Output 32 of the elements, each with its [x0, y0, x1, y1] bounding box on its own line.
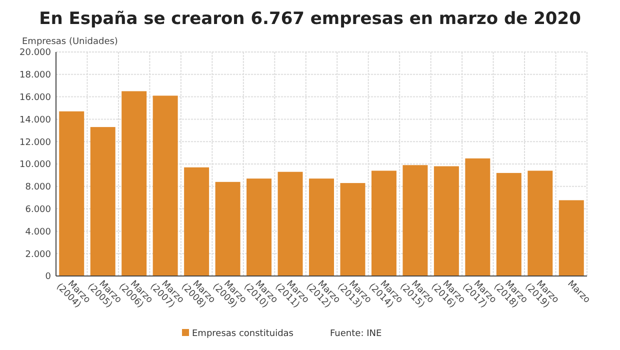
bar: [528, 170, 553, 276]
bar: [59, 111, 84, 276]
bar: [434, 166, 459, 276]
bar: [340, 183, 366, 276]
y-tick-label: 12.000: [20, 138, 52, 148]
y-tick-label: 14.000: [20, 115, 52, 126]
y-tick-label: 8.000: [25, 182, 52, 193]
y-tick-label: 10.000: [20, 160, 52, 170]
bar: [309, 178, 334, 276]
y-tick-label: 6.000: [25, 204, 52, 215]
y-tick-label: 20.000: [20, 48, 52, 58]
bar: [90, 127, 116, 276]
chart-title: En España se crearon 6.767 empresas en marzo de 2020: [39, 9, 582, 29]
bar: [184, 167, 210, 276]
bar: [402, 165, 428, 276]
y-tick-label: 0: [45, 272, 52, 282]
bar: [246, 178, 272, 276]
bar: [371, 170, 396, 276]
y-tick-label: 4.000: [25, 227, 52, 238]
y-tick-label: 16.000: [20, 92, 52, 103]
y-tick-label: 18.000: [20, 70, 52, 81]
bar: [122, 91, 147, 276]
bar: [465, 158, 490, 276]
bar: [215, 182, 240, 276]
legend-label: Empresas constituidas: [192, 329, 294, 339]
bar: [496, 172, 522, 276]
bar: [152, 96, 178, 276]
y-axis-title: Empresas (Unidades): [22, 37, 118, 47]
bar: [278, 172, 303, 276]
bar: [558, 200, 584, 276]
y-tick-label: 2.000: [25, 250, 52, 260]
source-note: Fuente: INE: [330, 329, 382, 339]
